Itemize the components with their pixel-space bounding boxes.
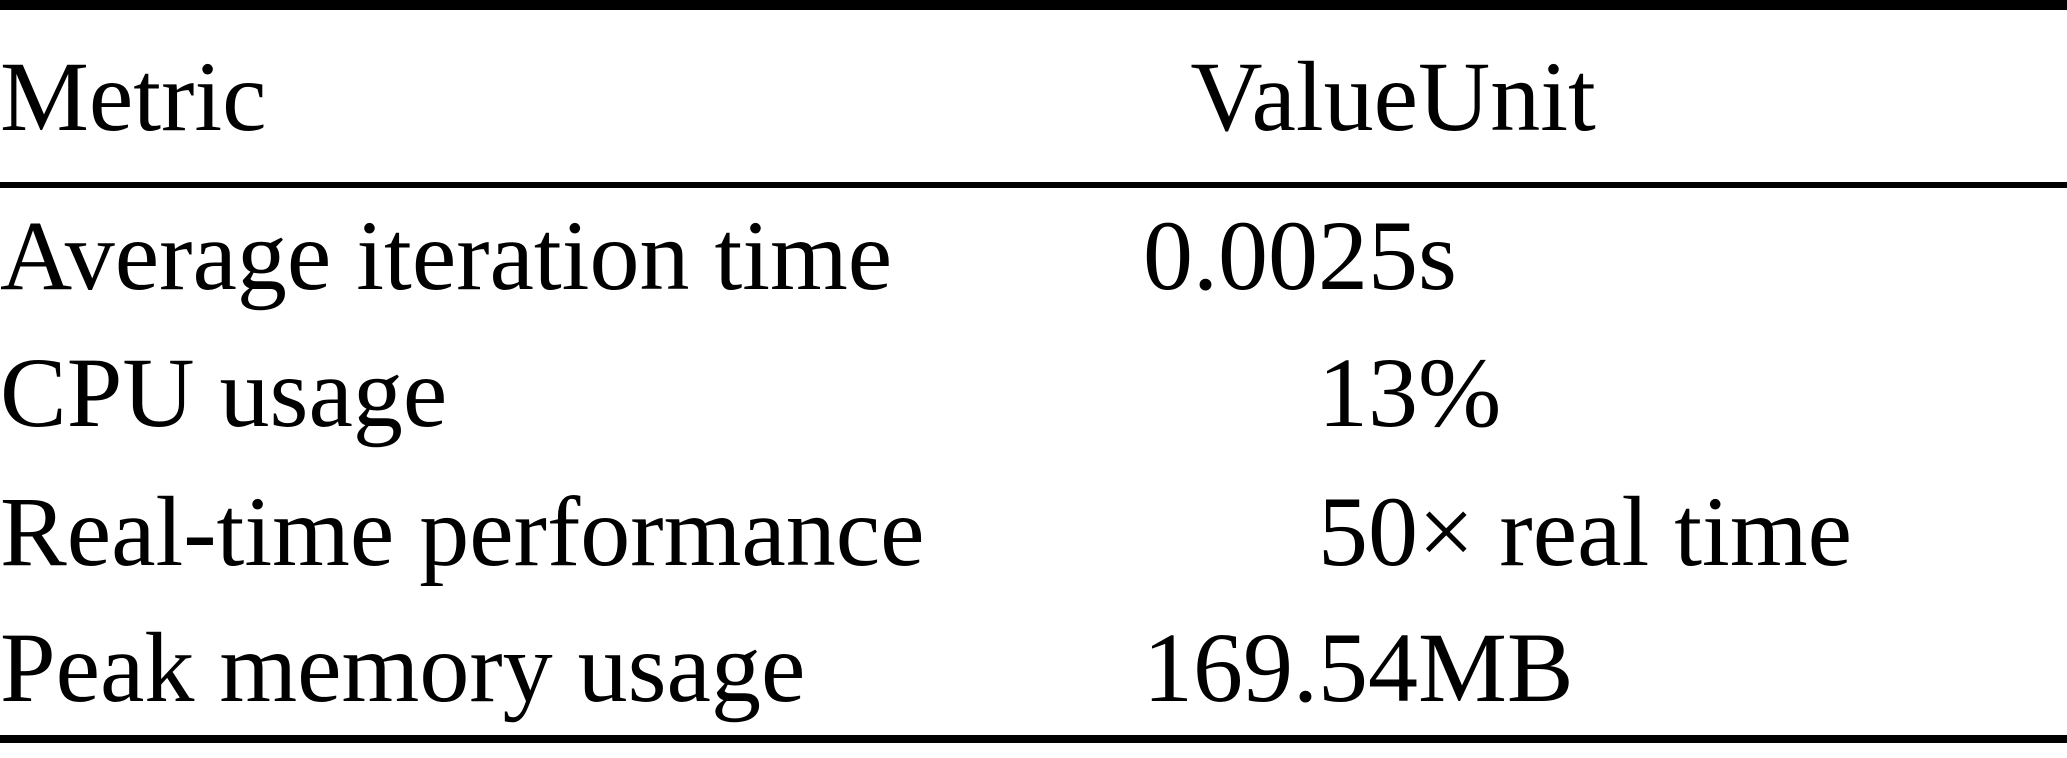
table-row: Peak memory usage 169.54 MB [0, 601, 2067, 740]
metric-cell: Real-time performance [0, 475, 925, 587]
column-header-unit: Unit [1418, 5, 2067, 188]
header-row: Metric Value Unit [0, 5, 2067, 188]
metric-cell: Average iteration time [0, 200, 893, 312]
unit-cell: × real time [1418, 475, 1852, 587]
metric-cell: CPU usage [0, 337, 448, 449]
value-cell: 0.0025 [1143, 200, 1418, 312]
value-cell: 169.54 [1143, 612, 1418, 724]
table-row: Real-time performance 50 × real time [0, 462, 2067, 601]
table-row: Average iteration time 0.0025 s [0, 185, 2067, 324]
unit-cell: % [1418, 337, 1502, 449]
unit-cell: MB [1418, 612, 1574, 724]
value-cell: 13 [1318, 337, 1418, 449]
unit-cell: s [1418, 200, 1457, 312]
value-cell: 50 [1318, 475, 1418, 587]
metric-cell: Peak memory usage [0, 612, 806, 724]
column-header-metric: Metric [0, 5, 1090, 188]
column-header-value: Value [1090, 5, 1418, 188]
table-row: CPU usage 13 % [0, 324, 2067, 463]
